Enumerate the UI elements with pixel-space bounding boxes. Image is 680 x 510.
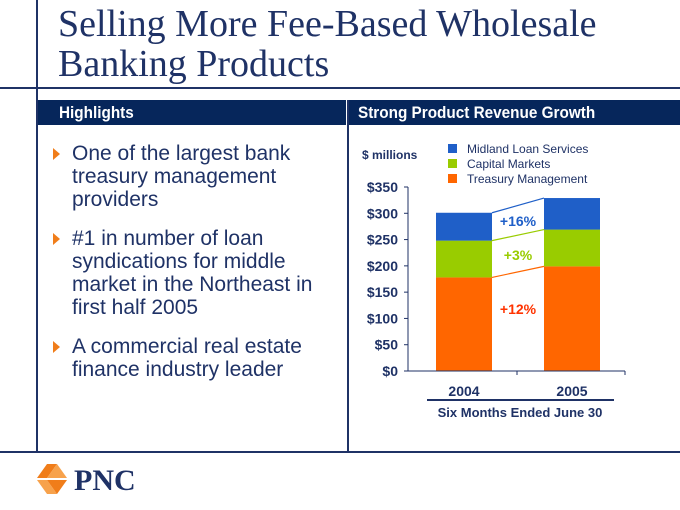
legend-swatch — [448, 159, 457, 168]
growth-connector-line — [491, 228, 545, 242]
highlight-item: #1 in number of loan syndications for mi… — [52, 227, 342, 319]
bars — [436, 198, 600, 371]
growth-connector-line — [491, 265, 545, 279]
bar-segment — [436, 277, 492, 371]
legend-label: Capital Markets — [467, 157, 550, 171]
bar-segment — [544, 198, 600, 230]
column-divider — [347, 100, 349, 452]
highlight-text: One of the largest bank treasury managem… — [72, 142, 291, 211]
legend-swatch — [448, 144, 457, 153]
x-axis-label: Six Months Ended June 30 — [438, 405, 603, 420]
growth-annotation: +3% — [504, 247, 533, 263]
y-tick-label: $150 — [367, 284, 398, 300]
left-border-line — [36, 0, 38, 452]
legend-label: Midland Loan Services — [467, 142, 588, 156]
footer-line — [0, 451, 680, 453]
bullet-arrow-icon — [53, 233, 60, 245]
bar-segment — [436, 240, 492, 278]
highlights-header-label: Highlights — [59, 103, 134, 122]
bar-segment — [544, 266, 600, 371]
y-tick-label: $200 — [367, 258, 398, 274]
growth-annotations: +16% +3% +12% — [500, 213, 537, 317]
bar-segment — [436, 212, 492, 241]
pnc-logo-mark-icon — [37, 464, 67, 494]
revenue-chart: $ millions Midland Loan ServicesCapital … — [362, 142, 626, 420]
y-tick-label: $300 — [367, 205, 398, 221]
legend-label: Treasury Management — [467, 172, 588, 186]
growth-annotation: +12% — [500, 301, 537, 317]
x-axis: 2004 2005 Six Months Ended June 30 — [408, 370, 626, 420]
growth-connector-line — [491, 197, 545, 214]
title-underline — [0, 87, 680, 89]
growth-connectors — [491, 197, 545, 279]
highlights-list: One of the largest bank treasury managem… — [52, 142, 342, 397]
y-tick-label: $250 — [367, 232, 398, 248]
x-tick-label: 2005 — [556, 383, 587, 399]
highlights-header: Highlights — [38, 100, 346, 125]
y-tick-label: $0 — [382, 363, 398, 379]
growth-annotation: +16% — [500, 213, 537, 229]
legend-swatch — [448, 174, 457, 183]
y-tick-label: $50 — [375, 337, 399, 353]
highlight-text: #1 in number of loan syndications for mi… — [72, 227, 313, 319]
page-title: Selling More Fee-Based Wholesale Banking… — [58, 3, 597, 85]
units-label: $ millions — [362, 148, 418, 162]
chart-header: Strong Product Revenue Growth — [349, 100, 680, 125]
pnc-logo: PNC — [37, 464, 136, 497]
x-tick-label: 2004 — [448, 383, 479, 399]
y-tick-label: $100 — [367, 310, 398, 326]
highlight-text: A commercial real estate finance industr… — [72, 335, 302, 381]
chart-header-label: Strong Product Revenue Growth — [358, 103, 596, 122]
highlight-item: One of the largest bank treasury managem… — [52, 142, 342, 211]
y-tick-label: $350 — [367, 179, 398, 195]
highlight-item: A commercial real estate finance industr… — [52, 335, 342, 381]
pnc-logo-text: PNC — [74, 464, 136, 497]
bullet-arrow-icon — [53, 148, 60, 160]
y-axis: $0 $50 $100 $150 $200 $250 $300 $350 — [367, 179, 409, 379]
bar-segment — [544, 229, 600, 267]
bullet-arrow-icon — [53, 341, 60, 353]
